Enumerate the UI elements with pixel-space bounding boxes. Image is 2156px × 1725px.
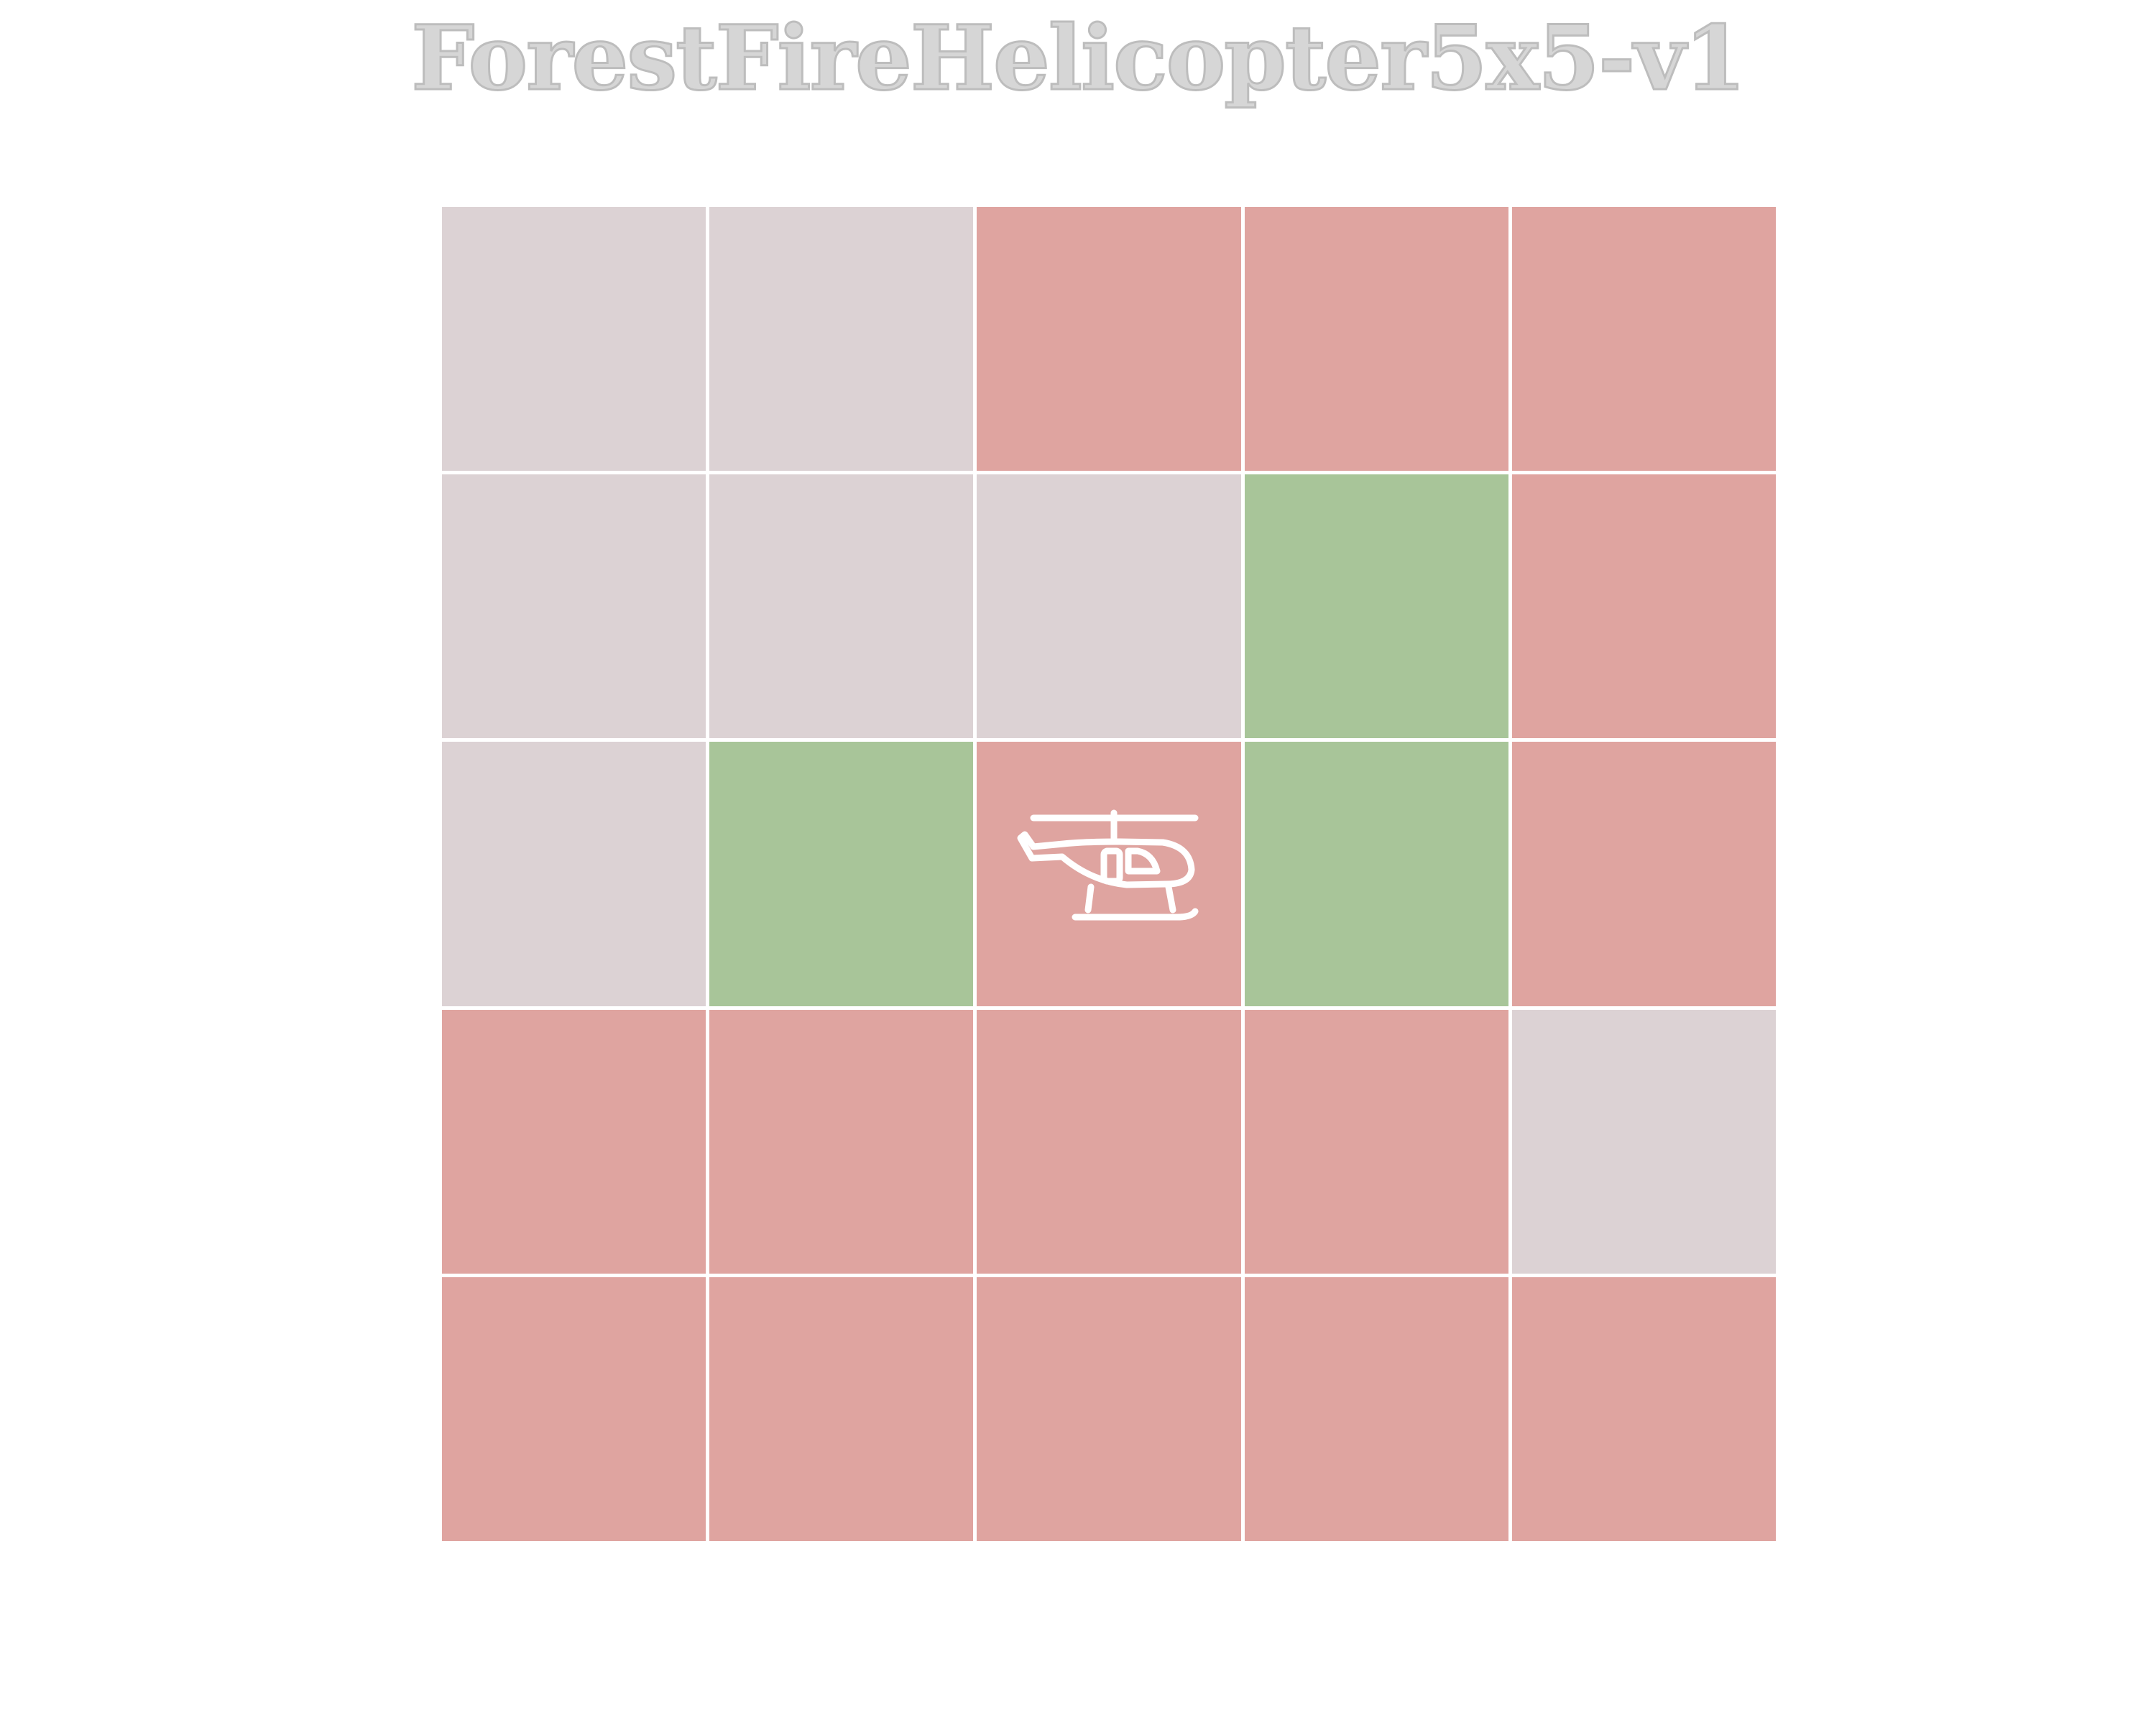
cell-empty [709, 474, 974, 739]
cell-fire [1511, 1276, 1776, 1541]
cell-tree [1244, 742, 1508, 1006]
cell-fire [442, 1276, 706, 1541]
cell-empty [977, 474, 1241, 739]
helicopter-icon [1017, 809, 1199, 921]
cell-fire [1244, 1276, 1508, 1541]
cell-fire [1244, 207, 1508, 472]
cell-fire [442, 1009, 706, 1274]
cell-empty [1511, 1009, 1776, 1274]
cell-empty [709, 207, 974, 472]
cell-fire [977, 1009, 1241, 1274]
cell-fire [709, 1276, 974, 1541]
cell-empty [442, 474, 706, 739]
cell-fire [1244, 1009, 1508, 1274]
cell-tree [1244, 474, 1508, 739]
cell-fire [977, 1276, 1241, 1541]
cell-empty [442, 742, 706, 1006]
cell-fire [709, 1009, 974, 1274]
cell-fire [977, 742, 1241, 1006]
cell-fire [1511, 207, 1776, 472]
cell-fire [1511, 474, 1776, 739]
cell-empty [442, 207, 706, 472]
game-title: ForestFireHelicopter5x5-v1 [410, 6, 1748, 111]
cell-tree [709, 742, 974, 1006]
game-board [442, 207, 1776, 1541]
cell-fire [1511, 742, 1776, 1006]
cell-fire [977, 207, 1241, 472]
